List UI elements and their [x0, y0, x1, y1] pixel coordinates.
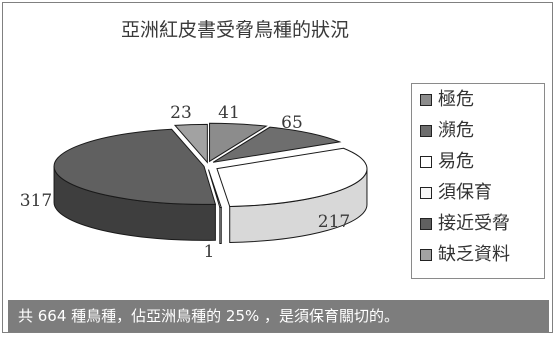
data-label-23: 23	[170, 103, 192, 123]
legend-label: 易危	[438, 151, 474, 172]
legend-swatch	[420, 249, 432, 261]
legend-label: 須保育	[438, 182, 492, 203]
legend-item-endangered: 瀕危	[420, 119, 544, 143]
footer-banner: 共 664 種鳥種，佔亞洲鳥種的 25% ，是須保育關切的。	[8, 300, 549, 332]
legend-label: 瀕危	[438, 120, 474, 141]
pie-slice-endangered	[212, 126, 342, 163]
legend-swatch	[420, 125, 432, 137]
legend-label: 缺乏資料	[438, 244, 510, 265]
pie-slice-conservation-dependent	[208, 169, 222, 208]
data-label-1: 1	[204, 242, 215, 262]
pie-slice-critically-endangered	[209, 122, 268, 163]
pie-slice-data-deficient	[173, 123, 208, 164]
legend-item-vulnerable: 易危	[420, 150, 544, 174]
data-label-65: 65	[281, 113, 303, 133]
legend-swatch	[420, 187, 432, 199]
legend-item-critically-endangered: 極危	[420, 88, 544, 112]
legend-swatch	[420, 94, 432, 106]
data-label-317: 317	[20, 191, 52, 211]
legend-swatch	[420, 218, 432, 230]
legend-item-near-threatened: 接近受脅	[420, 212, 544, 236]
chart-canvas: 亞洲紅皮書受脅鳥種的狀況 23 41 65 317 217 1	[20, 19, 368, 262]
legend-label: 極危	[438, 89, 474, 110]
pie-chart	[53, 122, 368, 244]
data-label-41: 41	[218, 103, 240, 123]
legend-label: 接近受脅	[438, 213, 510, 234]
legend-swatch	[420, 156, 432, 168]
pie-side-conservation-dependent	[219, 206, 222, 244]
footer-text: 共 664 種鳥種，佔亞洲鳥種的 25% ，是須保育關切的。	[18, 307, 400, 325]
chart-legend: 極危 瀕危 易危 須保育 接近受脅 缺乏資料	[411, 83, 545, 279]
chart-title: 亞洲紅皮書受脅鳥種的狀況	[121, 19, 349, 41]
legend-item-conservation-dependent: 須保育	[420, 181, 544, 205]
chart-frame: 亞洲紅皮書受脅鳥種的狀況 23 41 65 317 217 1 極危 瀕危 易危…	[2, 2, 553, 333]
legend-item-data-deficient: 缺乏資料	[420, 243, 544, 267]
pie-slice-near-threatened	[53, 128, 217, 205]
data-label-217: 217	[318, 212, 350, 232]
pie-slice-vulnerable	[216, 147, 368, 208]
